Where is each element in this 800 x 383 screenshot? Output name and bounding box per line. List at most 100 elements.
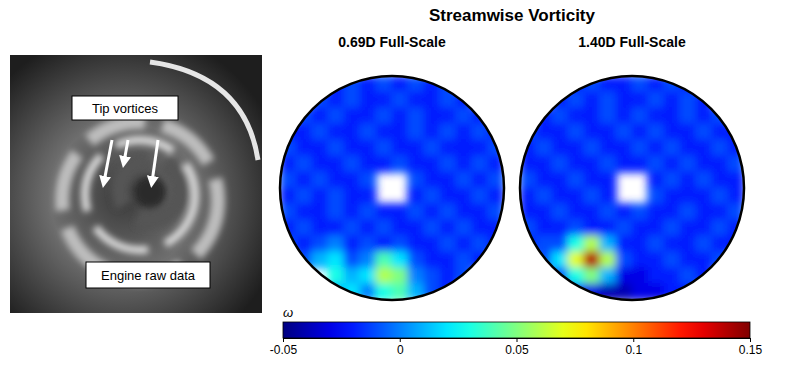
cell — [440, 140, 457, 157]
cell — [536, 172, 553, 189]
cell — [360, 92, 377, 109]
label-box — [86, 262, 210, 288]
cell — [568, 188, 585, 205]
cell — [648, 140, 665, 157]
cell — [584, 140, 601, 157]
cell — [408, 92, 425, 109]
tick-mark — [633, 338, 634, 342]
cell — [424, 124, 441, 141]
cell — [376, 140, 393, 157]
cell — [360, 108, 377, 125]
cell — [376, 124, 393, 141]
cells — [520, 76, 745, 301]
cell — [600, 140, 617, 157]
cell — [696, 236, 713, 253]
cell — [696, 172, 713, 189]
cell — [600, 188, 617, 205]
cell — [664, 108, 681, 125]
tick: 0.15 — [739, 338, 763, 357]
cell — [408, 156, 425, 173]
cell — [440, 220, 457, 237]
cell — [552, 108, 569, 125]
cell — [680, 204, 697, 221]
label-box — [72, 96, 178, 120]
cell — [424, 268, 441, 285]
cell — [680, 220, 697, 237]
tick-mark — [400, 338, 401, 342]
cell — [712, 188, 729, 205]
cell — [392, 268, 409, 285]
cell — [536, 140, 553, 157]
cell — [664, 236, 681, 253]
cell — [408, 124, 425, 141]
cell — [600, 220, 617, 237]
colorbar-label: ω — [283, 305, 293, 320]
cell — [344, 172, 361, 189]
cell — [712, 172, 729, 189]
cell — [472, 188, 489, 205]
cell — [360, 140, 377, 157]
cell — [664, 172, 681, 189]
cell — [392, 204, 409, 221]
frame — [280, 76, 504, 300]
cell — [680, 156, 697, 173]
cell — [696, 108, 713, 125]
cell — [328, 252, 345, 269]
cell — [664, 188, 681, 205]
cell — [696, 124, 713, 141]
cell — [392, 236, 409, 253]
cell — [584, 156, 601, 173]
photo-ring — [85, 140, 195, 250]
cell — [456, 172, 473, 189]
cell — [472, 172, 489, 189]
cell — [392, 108, 409, 125]
cell — [392, 156, 409, 173]
cell — [344, 188, 361, 205]
cell — [360, 172, 377, 189]
cell — [696, 188, 713, 205]
cell — [328, 204, 345, 221]
chart: 1.40D Full-Scale — [520, 34, 745, 301]
cell — [408, 188, 425, 205]
cell — [568, 252, 585, 269]
cell — [328, 220, 345, 237]
cell — [424, 252, 441, 269]
cell — [376, 156, 393, 173]
cell — [296, 172, 313, 189]
cell — [696, 220, 713, 237]
cell — [648, 188, 665, 205]
cell — [584, 108, 601, 125]
tick-mark — [517, 338, 518, 342]
cell — [568, 108, 585, 125]
cell — [424, 156, 441, 173]
colorbar-axis: -0.0500.050.10.15 — [270, 338, 763, 357]
colorbar-bar — [283, 322, 750, 338]
cell — [440, 172, 457, 189]
cell — [376, 268, 393, 285]
cell — [392, 252, 409, 269]
cell — [552, 124, 569, 141]
figure-title: Streamwise Vorticity — [429, 6, 596, 25]
cell — [664, 156, 681, 173]
cell — [312, 124, 329, 141]
cell — [312, 188, 329, 205]
photo-hub — [134, 176, 166, 208]
photo: Tip vorticesEngine raw data — [10, 55, 262, 313]
cell — [600, 204, 617, 221]
photo-ring — [62, 122, 218, 278]
cells — [280, 76, 505, 301]
cell — [664, 220, 681, 237]
cell — [696, 140, 713, 157]
cell — [344, 124, 361, 141]
cell — [312, 252, 329, 269]
cell — [456, 188, 473, 205]
cell — [296, 188, 313, 205]
tick: -0.05 — [270, 338, 298, 357]
cell — [632, 108, 649, 125]
cell — [456, 156, 473, 173]
cell — [616, 156, 633, 173]
cell — [648, 92, 665, 109]
tick-label: 0.1 — [625, 343, 642, 357]
cell — [424, 172, 441, 189]
cell — [344, 156, 361, 173]
